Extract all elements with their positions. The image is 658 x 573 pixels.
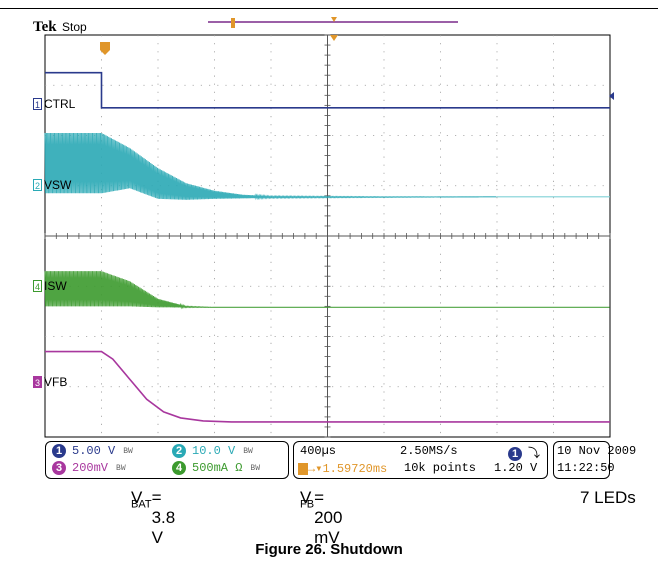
trigger-slope-icon: ⤵ bbox=[528, 447, 541, 461]
vfb-condition: V FB = 200 mV bbox=[300, 488, 342, 547]
record-window-marker bbox=[231, 18, 235, 28]
vbat-value: = 3.8 V bbox=[151, 488, 176, 547]
channel-1-coupling: BW bbox=[123, 446, 133, 456]
trigger-level-marker-icon bbox=[609, 92, 614, 100]
trigger-source-row: 1 ⤵ bbox=[508, 444, 540, 461]
trace-vsw bbox=[44, 132, 610, 201]
channel-1-badge: 1 bbox=[52, 444, 66, 458]
trace-isw-envelope bbox=[44, 271, 610, 310]
channel-4-coupling: BW bbox=[250, 463, 261, 473]
led-count: 7 LEDs bbox=[580, 488, 636, 507]
trace-vsw-envelope bbox=[44, 132, 497, 201]
channel-1-label: 1 CTRL bbox=[33, 97, 75, 111]
channel-1-scale-row: 1 5.00 V BW bbox=[52, 444, 133, 458]
channel-3-name: VFB bbox=[44, 375, 68, 389]
center-marker-icon bbox=[331, 17, 337, 22]
channel-1-scale: 5.00 V bbox=[72, 444, 116, 459]
channel-2-badge: 2 bbox=[172, 444, 186, 458]
channel-3-coupling: BW bbox=[116, 463, 126, 473]
channel-2-label: 2 VSW bbox=[33, 178, 71, 192]
channel-4-label: 4 ISW bbox=[33, 279, 67, 293]
vbat-symbol: V bbox=[131, 488, 143, 507]
trace-isw bbox=[44, 271, 610, 310]
test-conditions: V BAT = 3.8 V V FB = 200 mV 7 LEDs bbox=[0, 488, 658, 547]
page-top-rule bbox=[0, 8, 658, 9]
tek-logo: Tek bbox=[33, 19, 57, 35]
record-length: 10k points bbox=[404, 461, 477, 475]
channel-3-badge: 3 bbox=[52, 461, 66, 475]
scope-status-bar: 1 5.00 V BW 2 10.0 V BW 3 200mV BW 4 500mA Ω BW … bbox=[45, 441, 636, 479]
channel-1-marker: 1 bbox=[33, 98, 42, 110]
trigger-delay-row: →▾1.59720ms bbox=[298, 461, 387, 476]
capture-date: 10 Nov 2009 bbox=[557, 444, 637, 458]
timebase-panel: 400µs 2.50MS/s →▾1.59720ms 10k points 1 ⤵… bbox=[293, 441, 548, 479]
channel-3-scale-row: 3 200mV BW bbox=[52, 461, 126, 475]
channel-4-scale-row: 4 500mA Ω BW bbox=[172, 461, 260, 475]
capture-time: 11:22:50 bbox=[557, 461, 615, 475]
channel-2-name: VSW bbox=[44, 178, 72, 192]
acquisition-state: Stop bbox=[62, 20, 87, 34]
channel-4-marker: 4 bbox=[33, 280, 42, 292]
channel-2-marker: 2 bbox=[33, 179, 42, 191]
delay-arrow-icon: →▾ bbox=[308, 462, 323, 476]
vfb-value: = 200 mV bbox=[314, 488, 343, 547]
trace-vfb bbox=[45, 350, 610, 423]
figure-caption: Figure 26. Shutdown bbox=[255, 541, 403, 558]
channel-4-name: ISW bbox=[44, 279, 67, 293]
trigger-time-marker-icon bbox=[100, 42, 110, 55]
channel-2-scale-row: 2 10.0 V BW bbox=[172, 444, 253, 458]
channel-2-scale: 10.0 V bbox=[192, 444, 236, 459]
trigger-source-badge: 1 bbox=[508, 446, 522, 461]
horizontal-position-marker-icon bbox=[330, 35, 338, 41]
trigger-level: 1.20 V bbox=[494, 461, 538, 475]
channel-2-coupling: BW bbox=[243, 446, 253, 456]
trace-ctrl bbox=[45, 71, 610, 109]
trigger-delay-icon bbox=[298, 462, 308, 475]
vfb-symbol: V bbox=[300, 488, 312, 507]
vbat-subscript: BAT bbox=[131, 498, 152, 511]
sample-rate: 2.50MS/s bbox=[400, 444, 458, 458]
time-per-div: 400µs bbox=[300, 444, 337, 458]
trigger-delay: 1.59720ms bbox=[322, 462, 388, 476]
waveform-traces bbox=[44, 71, 610, 423]
graticule-grid bbox=[44, 34, 611, 438]
channel-4-scale: 500mA Ω bbox=[192, 461, 243, 476]
vbat-condition: V BAT = 3.8 V bbox=[131, 488, 175, 547]
vfb-subscript: FB bbox=[300, 498, 315, 511]
channel-3-scale: 200mV bbox=[72, 461, 109, 476]
channel-4-badge: 4 bbox=[172, 461, 186, 475]
channel-3-marker: 3 bbox=[33, 376, 42, 388]
channel-3-label: 3 VFB bbox=[33, 375, 67, 389]
channel-scale-panel: 1 5.00 V BW 2 10.0 V BW 3 200mV BW 4 500mA Ω BW bbox=[45, 441, 289, 479]
channel-1-name: CTRL bbox=[44, 97, 76, 111]
timestamp-panel: 10 Nov 2009 11:22:50 bbox=[553, 441, 636, 479]
trigger-markers bbox=[100, 17, 614, 100]
